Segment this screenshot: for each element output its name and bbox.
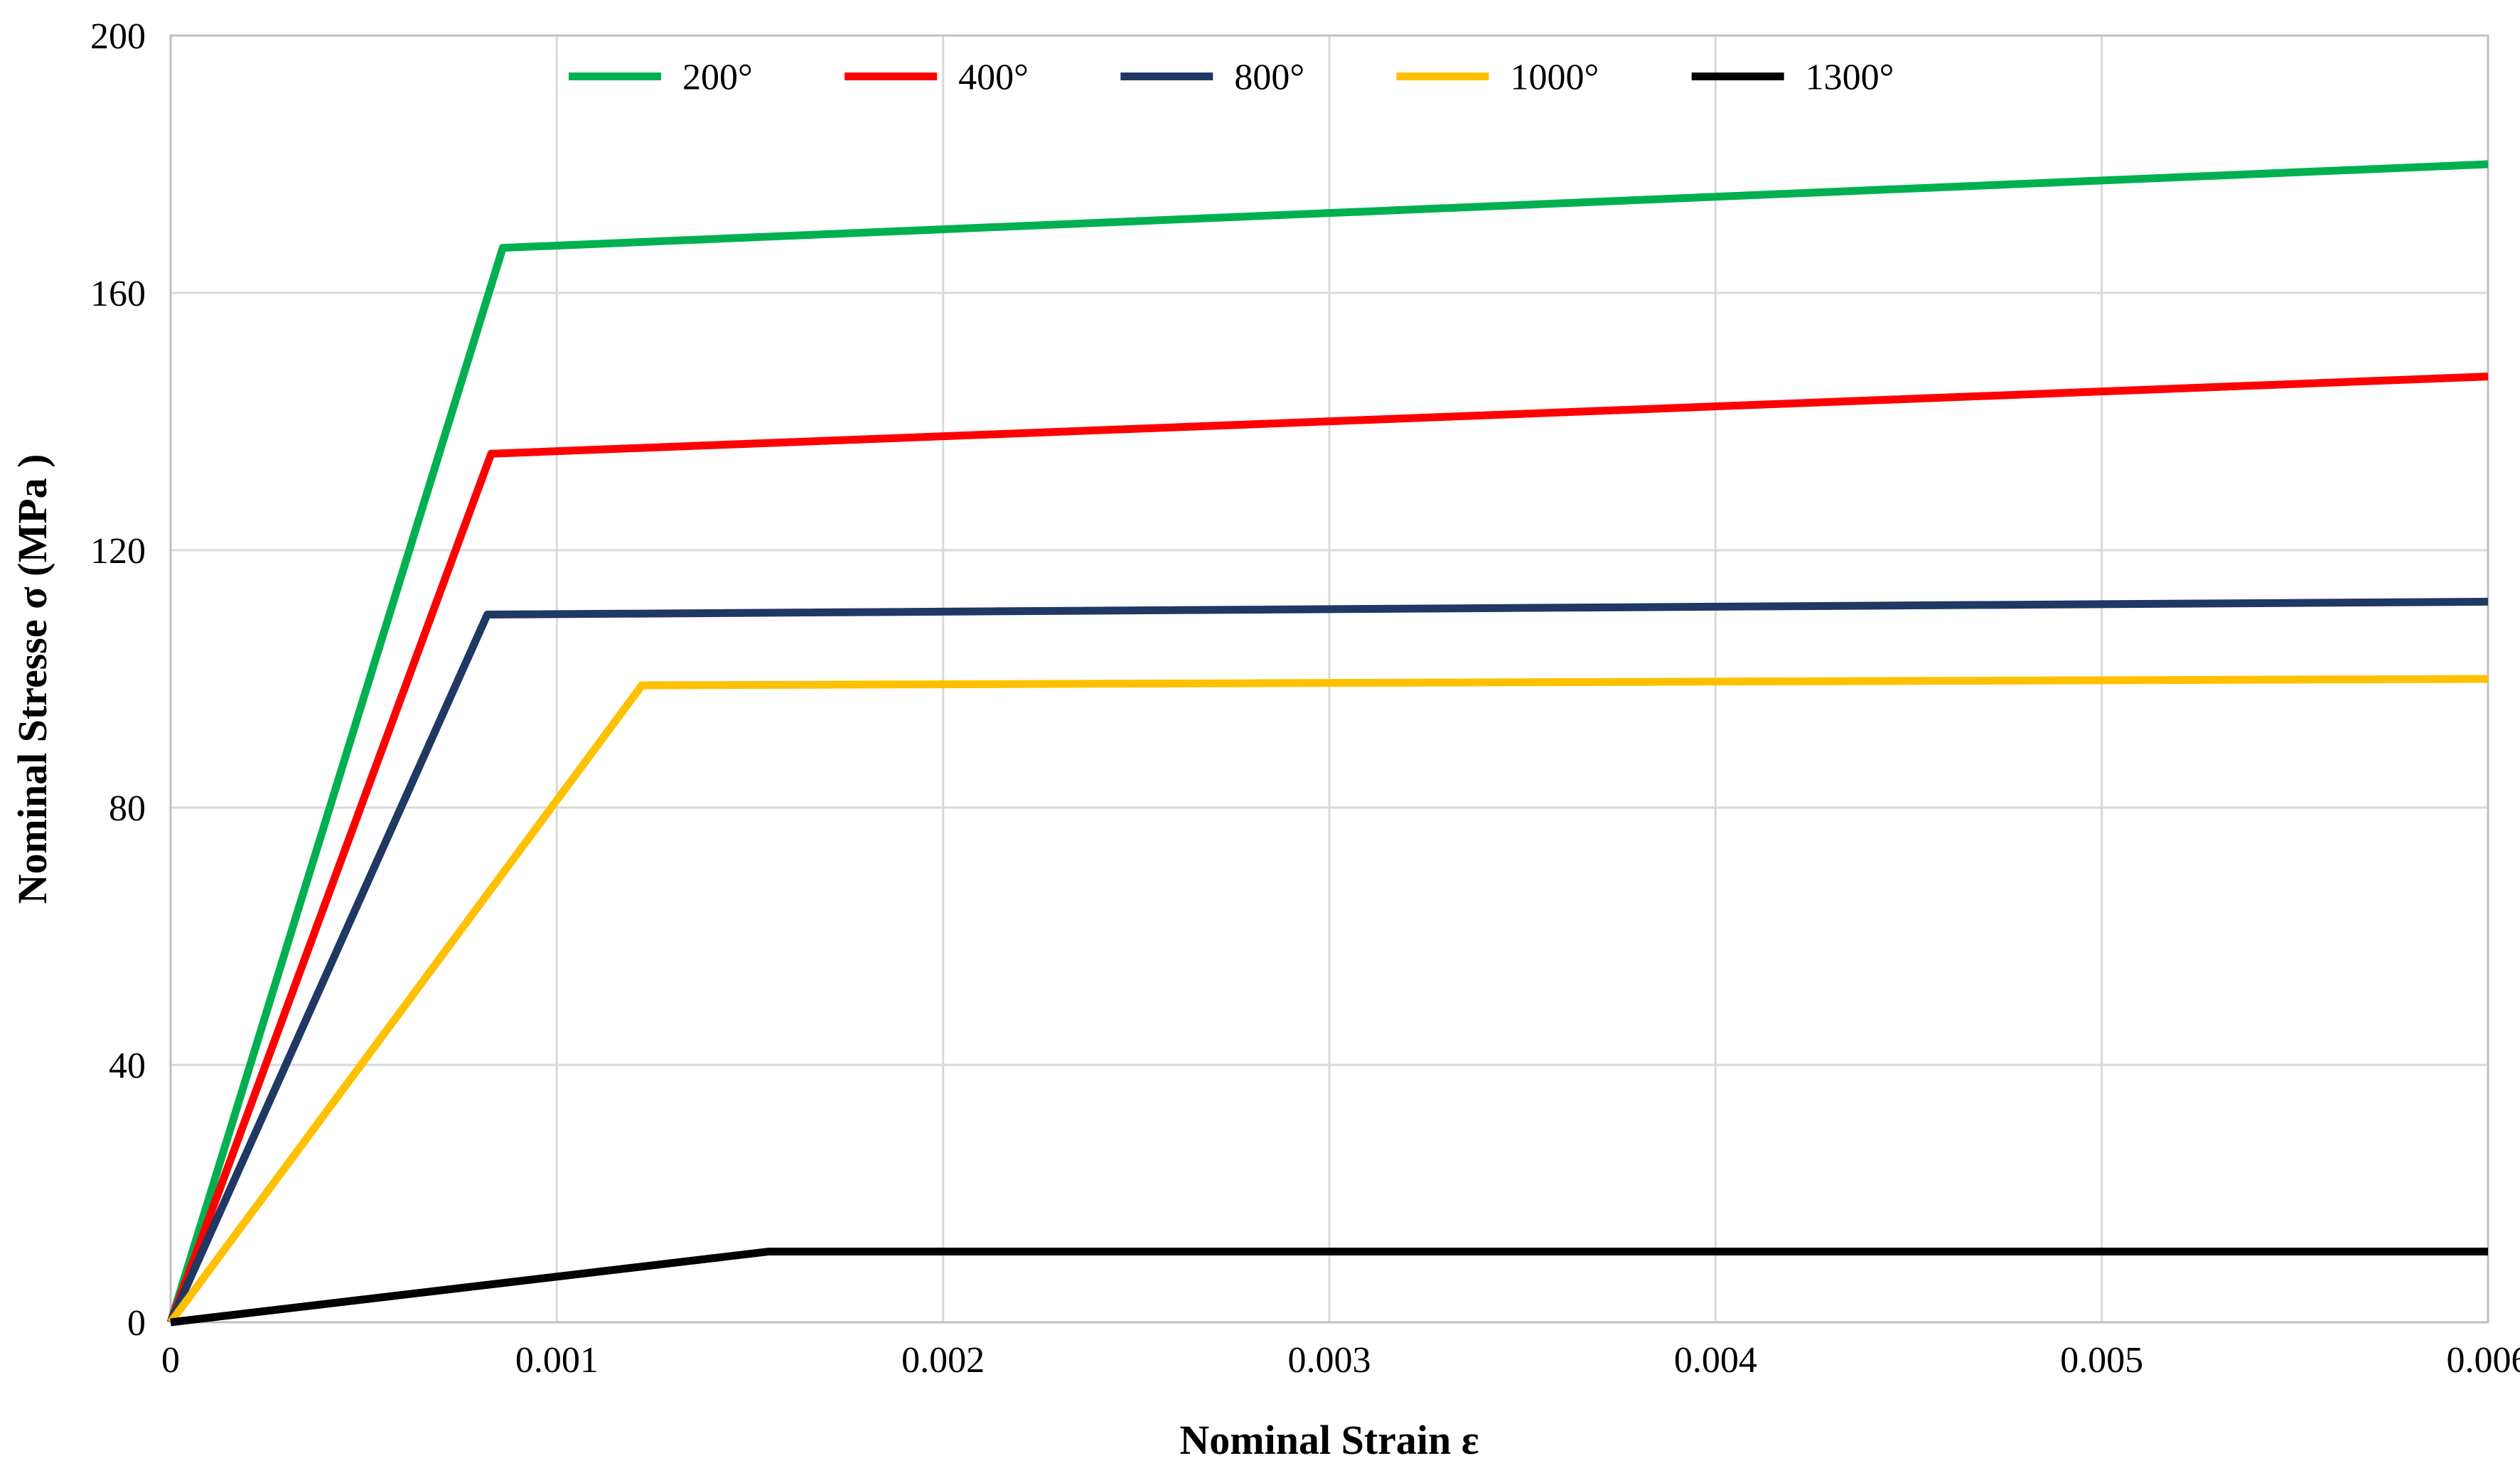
x-tick-label: 0.004 — [1674, 1340, 1757, 1381]
x-tick-label: 0.005 — [2060, 1340, 2143, 1381]
legend-label: 400° — [958, 58, 1029, 98]
y-tick-label: 80 — [109, 788, 146, 829]
x-tick-label: 0 — [161, 1340, 180, 1381]
y-axis-title: Nominal Stresse σ (MPa ) — [9, 454, 55, 904]
legend-label: 200° — [682, 58, 753, 98]
x-axis-title: Nominal Strain ε — [1179, 1417, 1479, 1463]
x-tick-label: 0.006 — [2447, 1340, 2520, 1381]
x-tick-label: 0.001 — [515, 1340, 599, 1381]
y-tick-label: 160 — [90, 274, 146, 314]
x-tick-label: 0.003 — [1288, 1340, 1371, 1381]
y-tick-label: 40 — [109, 1046, 146, 1086]
y-tick-label: 0 — [127, 1303, 146, 1344]
legend-label: 800° — [1234, 58, 1304, 98]
stress-strain-chart: 0 0.001 0.002 0.003 0.004 0.005 0.006 0 40 80 120 1… — [0, 0, 2520, 1473]
y-tick-label: 120 — [90, 531, 146, 572]
legend-label: 1000° — [1510, 58, 1599, 98]
legend-label: 1300° — [1806, 58, 1894, 98]
x-tick-label: 0.002 — [901, 1340, 985, 1381]
y-tick-label: 200 — [90, 16, 146, 57]
